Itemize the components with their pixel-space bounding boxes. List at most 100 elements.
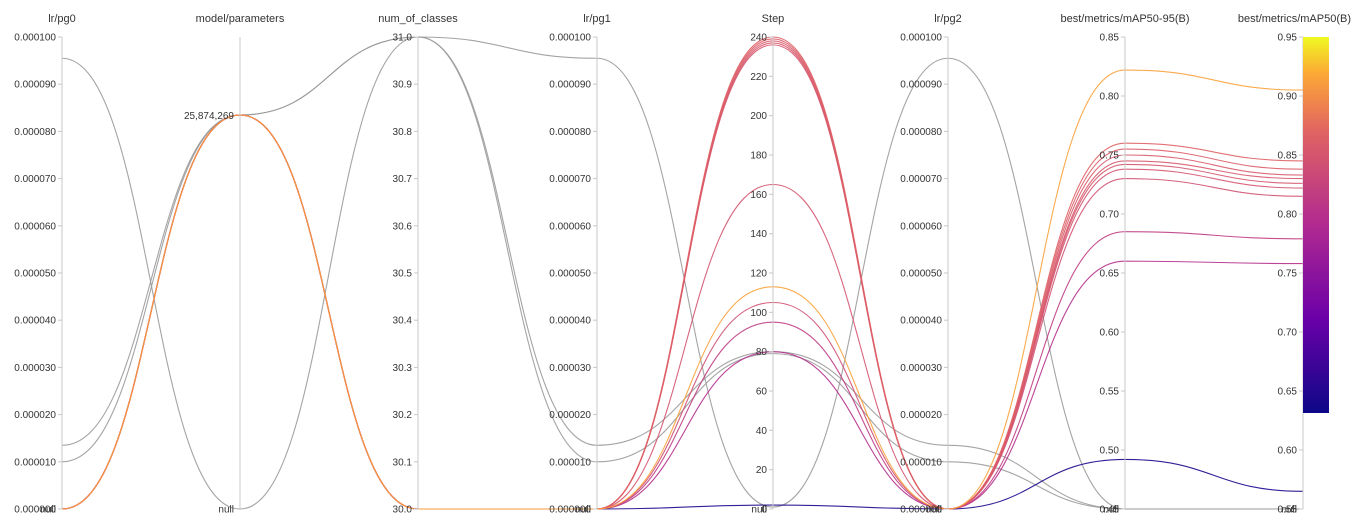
tick-label-num_of_classes: 30.6 bbox=[393, 221, 413, 232]
axis-model_parameters: model/parameters 25,874,269 null bbox=[184, 13, 285, 516]
tick-label-lr_pg2: 0.000070 bbox=[900, 174, 942, 185]
tick-label-step: 160 bbox=[750, 190, 767, 201]
tick-label-map50: 0.65 bbox=[1278, 387, 1298, 398]
tick-label-lr_pg0: 0.000060 bbox=[14, 221, 56, 232]
tick-label-map50_95: 0.45 bbox=[1100, 505, 1120, 516]
tick-label-lr_pg1: 0.000090 bbox=[549, 80, 591, 91]
tick-label-lr_pg2: 0.000040 bbox=[900, 316, 942, 327]
axis-lr_pg0: lr/pg0 0.000100 0.000090 0.000080 0.000070 0.… bbox=[14, 13, 75, 516]
axis-title-lr_pg1[interactable]: lr/pg1 bbox=[583, 13, 611, 25]
tick-label-lr_pg2: 0.000100 bbox=[900, 33, 942, 44]
tick-label-lr_pg2: 0.000060 bbox=[900, 221, 942, 232]
tick-label-num_of_classes: 30.1 bbox=[393, 457, 413, 468]
null-label-lr_pg2: null bbox=[926, 505, 942, 516]
tick-label-step: 220 bbox=[750, 72, 767, 83]
axis-step: Step240220200180160140120100806040200nul… bbox=[750, 13, 784, 516]
tick-label-lr_pg1: 0.000060 bbox=[549, 221, 591, 232]
tick-label-num_of_classes: 30.2 bbox=[393, 410, 413, 421]
tick-label-lr_pg2: 0.000010 bbox=[900, 457, 942, 468]
tick-label-map50: 0.75 bbox=[1278, 269, 1298, 280]
tick-label-map50_95: 0.75 bbox=[1100, 151, 1120, 162]
tick-label-map50: 0.55 bbox=[1278, 505, 1298, 516]
null-label-lr_pg1: null bbox=[575, 505, 591, 516]
tick-label-lr_pg1: 0.000030 bbox=[549, 363, 591, 374]
tick-label-map50: 0.95 bbox=[1278, 33, 1298, 44]
axis-title-map50_95[interactable]: best/metrics/mAP50-95(B) bbox=[1061, 13, 1190, 25]
tick-label-lr_pg1: 0.000040 bbox=[549, 316, 591, 327]
tick-label-map50_95: 0.60 bbox=[1100, 328, 1120, 339]
tick-label-num_of_classes: 31.0 bbox=[393, 33, 413, 44]
tick-label-lr_pg1: 0.000080 bbox=[549, 127, 591, 138]
tick-label-num_of_classes: 30.8 bbox=[393, 127, 413, 138]
tick-label-lr_pg2: 0.000020 bbox=[900, 410, 942, 421]
tick-label-step: 0 bbox=[761, 505, 767, 516]
tick-label-lr_pg2: 0.000030 bbox=[900, 363, 942, 374]
tick-label-step: 80 bbox=[756, 347, 768, 358]
tick-label-map50: 0.60 bbox=[1278, 446, 1298, 457]
tick-label-num_of_classes: 30.5 bbox=[393, 269, 413, 280]
axis-lr_pg2: lr/pg2 0.000100 0.000090 0.000080 0.000070 0.… bbox=[900, 13, 961, 516]
null-label-map50: null bbox=[1281, 505, 1297, 516]
tick-label-step: 100 bbox=[750, 308, 767, 319]
tick-label-lr_pg2: 0.000090 bbox=[900, 80, 942, 91]
axis-title-map50[interactable]: best/metrics/mAP50(B) bbox=[1238, 13, 1351, 25]
tick-label-map50: 0.70 bbox=[1278, 328, 1298, 339]
tick-label-map50_95: 0.65 bbox=[1100, 269, 1120, 280]
tick-label-lr_pg1: 0.000100 bbox=[549, 33, 591, 44]
tick-label-num_of_classes: 30.0 bbox=[393, 505, 413, 516]
tick-label-lr_pg0: 0.000000 bbox=[14, 505, 56, 516]
axis-map50_95: best/metrics/mAP50-95(B) 0.85 0.80 0.75 0.70… bbox=[1061, 13, 1190, 516]
tick-label-step: 40 bbox=[756, 426, 768, 437]
axis-title-step[interactable]: Step bbox=[762, 13, 785, 25]
tick-label-step: 200 bbox=[750, 111, 767, 122]
tick-label-lr_pg0: 0.000020 bbox=[14, 410, 56, 421]
null-label-lr_pg0: null bbox=[40, 505, 56, 516]
tick-label-lr_pg0: 0.000030 bbox=[14, 363, 56, 374]
tick-label-lr_pg0: 0.000080 bbox=[14, 127, 56, 138]
tick-label-step: 20 bbox=[756, 465, 768, 476]
tick-label-lr_pg2: 0.000050 bbox=[900, 269, 942, 280]
tick-label-step: 240 bbox=[750, 33, 767, 44]
axis-title-lr_pg2[interactable]: lr/pg2 bbox=[934, 13, 962, 25]
param-value-label: 25,874,269 bbox=[184, 111, 234, 122]
axes-layer: lr/pg0 0.000100 0.000090 0.000080 0.000070 0.… bbox=[14, 13, 1351, 516]
tick-label-step: 120 bbox=[750, 269, 767, 280]
colorbar bbox=[1303, 37, 1329, 413]
tick-label-num_of_classes: 30.9 bbox=[393, 80, 413, 91]
tick-label-lr_pg0: 0.000010 bbox=[14, 457, 56, 468]
axis-map50: best/metrics/mAP50(B) 0.95 0.90 0.85 0.80 0.7… bbox=[1238, 13, 1351, 516]
tick-label-step: 140 bbox=[750, 229, 767, 240]
tick-label-lr_pg1: 0.000070 bbox=[549, 174, 591, 185]
tick-label-map50_95: 0.50 bbox=[1100, 446, 1120, 457]
axis-lr_pg1: lr/pg1 0.000100 0.000090 0.000080 0.000070 0.… bbox=[549, 13, 610, 516]
tick-label-map50_95: 0.80 bbox=[1100, 92, 1120, 103]
null-label-map50_95: null bbox=[1103, 505, 1119, 516]
tick-label-map50: 0.90 bbox=[1278, 92, 1298, 103]
null-label-step: null bbox=[751, 505, 767, 516]
null-label-model_parameters: null bbox=[218, 505, 234, 516]
tick-label-lr_pg2: 0.000080 bbox=[900, 127, 942, 138]
axis-num_of_classes: num_of_classes 31.0 30.9 30.8 30.7 30.6 30.5 30… bbox=[378, 13, 458, 516]
tick-label-lr_pg1: 0.000010 bbox=[549, 457, 591, 468]
tick-label-lr_pg2: 0.000000 bbox=[900, 505, 942, 516]
tick-label-step: 180 bbox=[750, 151, 767, 162]
tick-label-lr_pg0: 0.000050 bbox=[14, 269, 56, 280]
tick-label-map50: 0.85 bbox=[1278, 151, 1298, 162]
axis-title-num_of_classes[interactable]: num_of_classes bbox=[378, 13, 458, 25]
tick-label-step: 60 bbox=[756, 387, 768, 398]
tick-label-map50_95: 0.55 bbox=[1100, 387, 1120, 398]
tick-label-map50_95: 0.70 bbox=[1100, 210, 1120, 221]
tick-label-lr_pg1: 0.000020 bbox=[549, 410, 591, 421]
colorbar-gradient bbox=[1303, 37, 1329, 413]
tick-label-map50: 0.80 bbox=[1278, 210, 1298, 221]
tick-label-num_of_classes: 30.3 bbox=[393, 363, 413, 374]
tick-label-num_of_classes: 30.7 bbox=[393, 174, 413, 185]
tick-label-lr_pg1: 0.000000 bbox=[549, 505, 591, 516]
axis-title-model_parameters[interactable]: model/parameters bbox=[196, 13, 285, 25]
tick-label-map50_95: 0.85 bbox=[1100, 33, 1120, 44]
tick-label-lr_pg1: 0.000050 bbox=[549, 269, 591, 280]
tick-label-lr_pg0: 0.000090 bbox=[14, 80, 56, 91]
axis-title-lr_pg0[interactable]: lr/pg0 bbox=[48, 13, 76, 25]
tick-label-lr_pg0: 0.000100 bbox=[14, 33, 56, 44]
